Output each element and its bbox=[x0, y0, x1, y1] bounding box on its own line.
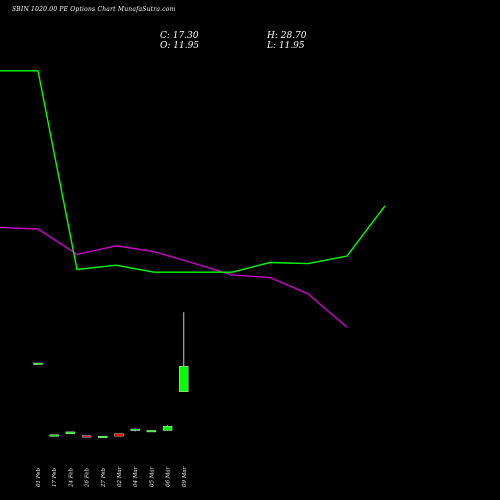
candle-body bbox=[146, 430, 157, 433]
purple-indicator-line bbox=[0, 226, 348, 328]
x-tick-label: 24 Feb bbox=[68, 467, 74, 488]
candle-body bbox=[65, 431, 76, 434]
close-readout: C: 17.30 bbox=[160, 31, 199, 41]
candle-4 bbox=[98, 435, 108, 438]
candle-body bbox=[33, 362, 43, 365]
candle-body bbox=[81, 435, 92, 438]
open-readout: O: 11.95 bbox=[160, 41, 200, 51]
candle-body bbox=[114, 433, 124, 437]
x-tick-label: 02 Mar bbox=[117, 466, 123, 487]
candle-body bbox=[179, 366, 189, 392]
x-tick-label: 26 Feb bbox=[85, 467, 91, 488]
candle-body bbox=[49, 434, 59, 437]
x-tick-label: 01 Feb bbox=[36, 467, 42, 487]
candle-6 bbox=[130, 428, 140, 432]
x-tick-label: 06 Mar bbox=[166, 466, 172, 487]
indicator-lines bbox=[0, 70, 386, 328]
candle-1 bbox=[49, 434, 59, 437]
x-tick-label: 17 Feb bbox=[52, 467, 58, 487]
candle-5 bbox=[114, 433, 124, 437]
candle-9 bbox=[179, 312, 189, 392]
candle-3 bbox=[81, 435, 92, 438]
x-tick-label: 04 Mar bbox=[133, 466, 139, 487]
low-readout: L: 11.95 bbox=[267, 41, 305, 51]
x-tick-label: 05 Mar bbox=[149, 466, 155, 487]
x-axis-labels: 01 Feb 17 Feb 24 Feb 26 Feb 27 Feb 02 Mar 04 M… bbox=[36, 466, 188, 488]
candle-2 bbox=[65, 431, 76, 434]
candle-body bbox=[130, 428, 140, 431]
candles bbox=[33, 312, 189, 438]
candle-0 bbox=[33, 362, 43, 365]
chart-title: SBIN 1020.00 PE Options Chart MunafaSutr… bbox=[12, 6, 176, 13]
high-readout: H: 28.70 bbox=[267, 31, 307, 41]
green-indicator-line bbox=[0, 70, 386, 273]
x-tick-label: 27 Feb bbox=[101, 467, 107, 488]
candle-8 bbox=[162, 425, 173, 431]
candle-7 bbox=[146, 430, 157, 433]
candle-body bbox=[162, 425, 173, 431]
x-tick-label: 09 Mar bbox=[182, 466, 188, 487]
candle-body bbox=[98, 435, 108, 438]
